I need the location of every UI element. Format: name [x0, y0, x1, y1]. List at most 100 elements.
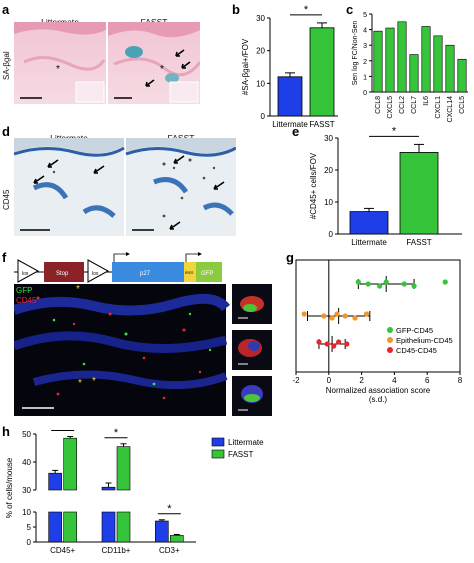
point-cd45-cd45 [336, 339, 342, 345]
lox2-triangle [87, 259, 110, 283]
y-tick-label: 5 [363, 12, 367, 19]
panel-f-letter: f [2, 250, 7, 265]
y-axis-label: % of cells/mouse [5, 457, 14, 518]
x-axis-label-unit: (s.d.) [369, 395, 388, 404]
x-tick-label: CCL8 [375, 96, 382, 114]
bar-ccl2 [397, 21, 407, 93]
point-gfp-cd45 [377, 283, 383, 289]
bar-cxcl1 [433, 35, 443, 93]
point-epithelium-cd45 [334, 311, 340, 317]
bar-upper-littermate [101, 486, 116, 491]
point-gfp-cd45 [401, 281, 407, 287]
panel-f-fluorescence-image: * * * [14, 284, 272, 416]
legend-label: CD45-CD45 [396, 346, 437, 355]
panel-a-letter: a [2, 2, 10, 17]
gfp-label: GFP [201, 271, 213, 277]
bar-lower-fasst [63, 511, 77, 543]
y-axis-label: #CD45+ cells/FOV [309, 152, 318, 219]
x-tick-label: CXCL14 [447, 96, 454, 123]
bar-littermate [349, 211, 389, 235]
significance-star: * [167, 503, 172, 515]
x-axis-label: Normalized association score [326, 386, 431, 395]
significance-star: * [61, 426, 66, 432]
x-tick-label: CD11b+ [102, 546, 131, 555]
bar-cxcl5 [385, 27, 395, 93]
x-tick-label: CD3+ [159, 546, 180, 555]
p27-label: p27 [140, 271, 151, 277]
y-tick-label: 0 [27, 538, 32, 547]
y-tick-label: 1 [363, 74, 367, 81]
y-tick-label: 30 [256, 14, 265, 23]
svg-text:*: * [76, 284, 80, 295]
x-tick-label: FASST [309, 120, 334, 129]
stop-label: Stop [56, 271, 69, 277]
y-tick-label: 0 [329, 230, 334, 239]
panel-g-scatter-chart: -2 0 2 4 6 8 Normalized association score(s.d.… [292, 259, 463, 404]
x-tick-label: CCL7 [411, 96, 418, 114]
bar-lower-littermate [101, 511, 116, 543]
panel-f-legend-gfp: GFP [16, 286, 33, 295]
x-tick-label: 0 [327, 376, 332, 385]
lox2-label: lox [92, 271, 99, 277]
x-tick-label: CXCL5 [387, 96, 394, 119]
legend-marker [387, 327, 393, 333]
y-tick-label: 40 [22, 458, 31, 467]
svg-text:*: * [92, 376, 96, 387]
panel-b-letter: b [232, 2, 240, 17]
bar-lower-fasst [170, 535, 184, 543]
panel-c-letter: c [346, 2, 354, 17]
gfp-box [196, 262, 222, 282]
panel-d-ylabel: CD45 [2, 189, 11, 210]
x-tick-label: 6 [425, 376, 430, 385]
point-gfp-cd45 [365, 281, 371, 287]
legend-label: Littermate [228, 438, 264, 447]
bar-ccl8 [373, 30, 383, 93]
svg-text:*: * [56, 64, 60, 75]
legend-label: GFP-CD45 [396, 326, 433, 335]
bar-ccl7 [409, 54, 419, 93]
ires-box [184, 262, 196, 282]
lox1-triangle [17, 259, 40, 283]
point-gfp-cd45 [411, 283, 417, 289]
bar-cxcl14 [445, 44, 455, 93]
bar-il6 [421, 26, 431, 93]
y-axis-label: Sen log FC/Non-Sen [352, 21, 359, 86]
lox1-label: lox [22, 271, 29, 277]
bar-upper-fasst [63, 437, 77, 491]
panel-e-letter: e [292, 124, 300, 139]
panel-c-bar-chart: 0 1 2 3 4 5 Sen log FC/Non-Sen CCL8 CXCL5 CCL2 CCL… [352, 12, 468, 123]
bar-upper-littermate [48, 472, 62, 491]
x-tick-label: CD45+ [50, 546, 75, 555]
svg-text:*: * [160, 64, 164, 75]
significance-star: * [304, 4, 309, 16]
y-tick-label: 2 [363, 59, 367, 66]
panel-f-construct-diagram: lox Stop lox p27 IRES GFP [14, 252, 222, 283]
svg-text:*: * [78, 378, 82, 389]
y-tick-label: 4 [363, 28, 367, 35]
x-tick-label: 4 [392, 376, 397, 385]
point-epithelium-cd45 [352, 315, 358, 321]
point-cd45-cd45 [331, 343, 337, 349]
point-gfp-cd45 [383, 279, 389, 285]
y-tick-label: 0 [261, 112, 266, 121]
x-tick-label: IL6 [423, 96, 430, 106]
panel-g-letter: g [286, 250, 294, 265]
bar-littermate [277, 76, 303, 117]
bar-lower-littermate [155, 520, 169, 543]
legend-marker [387, 347, 393, 353]
point-epithelium-cd45 [342, 313, 348, 319]
point-cd45-cd45 [344, 341, 350, 347]
panel-a-micrograph: * * [14, 22, 200, 104]
y-tick-label: 20 [324, 166, 333, 175]
legend-label: Epithelium-CD45 [396, 336, 453, 345]
x-tick-label: CCL2 [399, 96, 406, 114]
y-tick-label: 5 [27, 523, 32, 532]
legend-marker [387, 337, 393, 343]
point-gfp-cd45 [355, 279, 361, 285]
significance-star: * [114, 427, 119, 439]
bar-ccl5 [457, 58, 467, 93]
y-tick-label: 30 [22, 486, 31, 495]
panel-f-legend-cd45: CD45 [16, 296, 37, 305]
point-gfp-cd45 [442, 279, 448, 285]
plot-frame [295, 259, 461, 373]
